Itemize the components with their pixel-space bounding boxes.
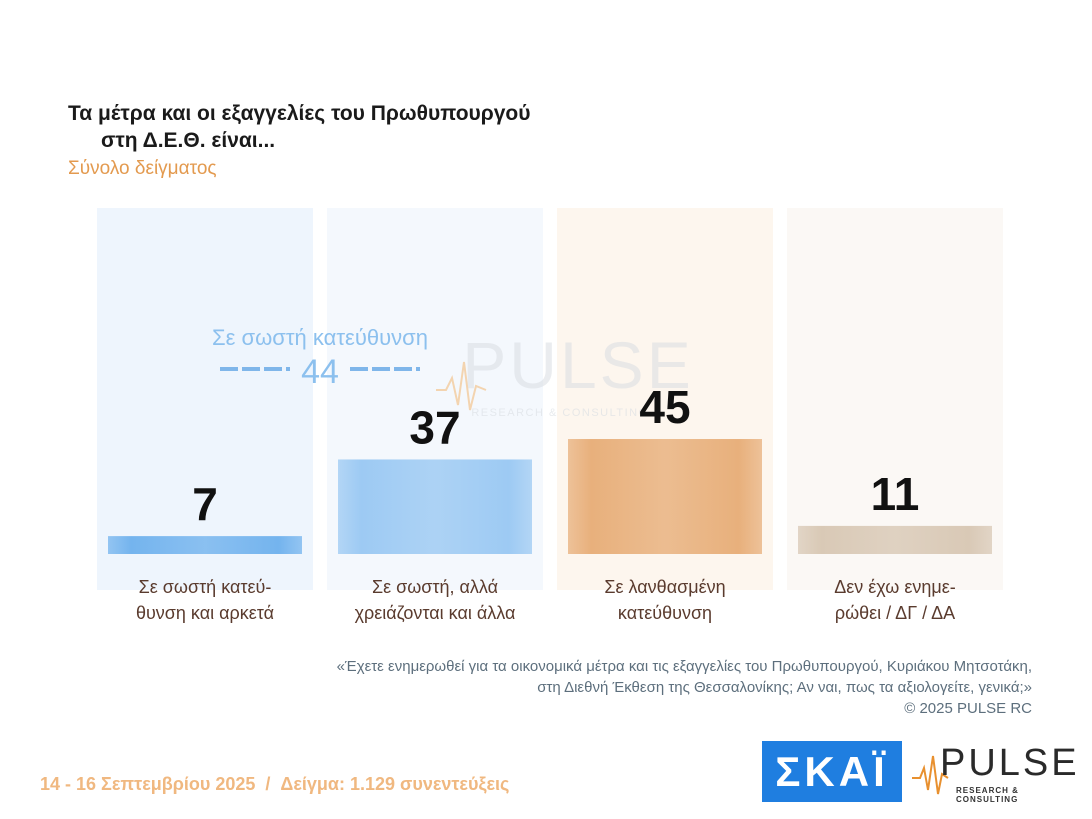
footer-info: 14 - 16 Σεπτεμβρίου 2025 / Δείγμα: 1.129 σ… <box>40 774 509 795</box>
watermark-text: PULSE <box>462 328 693 402</box>
category-label-line: Δεν έχω ενημε- <box>834 577 956 597</box>
category-label-line: Σε σωστή, αλλά <box>371 577 499 597</box>
pulse-logo: PULSE RESEARCH & CONSULTING <box>912 742 1080 804</box>
category-label-line: θυνση και αρκετά <box>135 603 275 623</box>
group-annotation-label: Σε σωστή κατεύθυνση <box>212 325 428 350</box>
copyright: © 2025 PULSE RC <box>904 700 1032 717</box>
group-annotation-value: 44 <box>301 353 339 391</box>
value-label: 45 <box>639 381 690 433</box>
survey-question: «Έχετε ενημερωθεί για τα οικονομικά μέτρ… <box>337 656 1032 719</box>
bar <box>798 525 992 554</box>
category-label: Σε σωστή κατεύ-θυνση και αρκετά <box>100 574 310 626</box>
column-background <box>97 208 313 590</box>
bar <box>568 439 762 554</box>
value-label: 11 <box>871 468 920 520</box>
title-line-1: Τα μέτρα και οι εξαγγελίες του Πρωθυπουρ… <box>68 102 531 125</box>
skai-logo: ΣΚΑΪ <box>762 741 902 802</box>
question-line-1: «Έχετε ενημερωθεί για τα οικονομικά μέτρ… <box>336 658 1032 675</box>
value-label: 7 <box>192 478 218 530</box>
pulse-wave-icon <box>912 755 949 795</box>
footer-separator: / <box>265 774 271 794</box>
title-line-2: στη Δ.Ε.Θ. είναι... <box>101 129 276 152</box>
category-label: Σε σωστή, αλλά χρειάζονται και άλλα <box>330 574 540 626</box>
bar <box>338 459 532 554</box>
footer-sample: Δείγμα: 1.129 συνεντεύξεις <box>280 774 510 794</box>
pulse-logo-subtitle: RESEARCH & CONSULTING <box>956 786 1019 804</box>
category-label-line: ρώθει / ΔΓ / ΔΑ <box>834 603 956 623</box>
bar-chart: PULSE RESEARCH & CONSULTING 7 37 45 11 Σε σωστ… <box>97 208 992 590</box>
watermark-wave-icon <box>436 361 487 411</box>
category-label: Δεν έχω ενημε-ρώθει / ΔΓ / ΔΑ <box>790 574 1000 626</box>
watermark-subtext: RESEARCH & CONSULTING <box>471 407 648 419</box>
footer-dates: 14 - 16 Σεπτεμβρίου 2025 <box>40 774 256 794</box>
category-label-line: Σε σωστή κατεύ- <box>138 577 272 597</box>
category-label-line: κατεύθυνση <box>617 603 713 623</box>
chart-subtitle: Σύνολο δείγματος <box>68 158 217 179</box>
pulse-logo-word: PULSE <box>940 742 1080 784</box>
bar <box>108 536 302 554</box>
category-label: Σε λανθασμένη κατεύθυνση <box>560 574 770 626</box>
value-label: 37 <box>409 401 460 453</box>
question-line-2: στη Διεθνή Έκθεση της Θεσσαλονίκης; Αν ν… <box>537 679 1032 696</box>
chart-title: Τα μέτρα και οι εξαγγελίες του Πρωθυπουρ… <box>68 100 530 154</box>
category-label-line: χρειάζονται και άλλα <box>354 603 516 623</box>
category-label-line: Σε λανθασμένη <box>604 577 726 597</box>
